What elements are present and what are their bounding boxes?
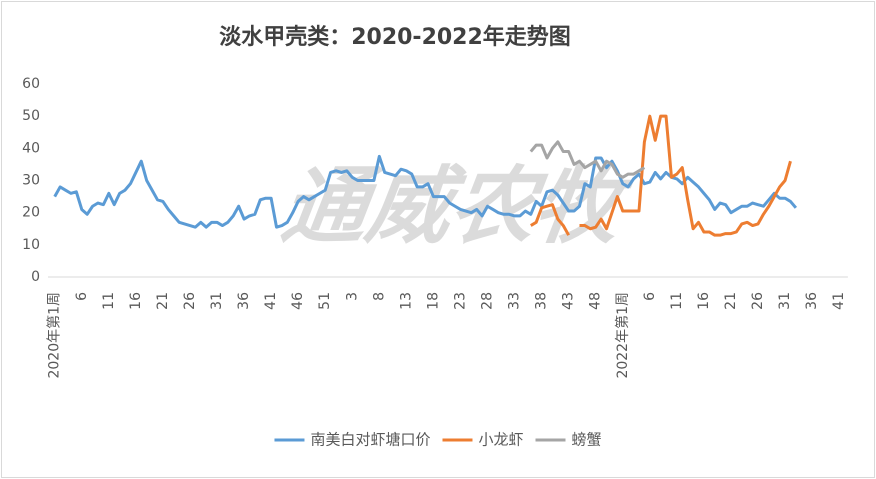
x-tick-label: 46 <box>290 292 306 310</box>
x-tick-label: 16 <box>128 292 144 310</box>
x-tick-label: 31 <box>777 292 793 310</box>
x-tick-label: 41 <box>263 292 279 310</box>
x-tick-label: 18 <box>425 292 441 310</box>
chart-title: 淡水甲壳类：2020-2022年走势图 <box>219 24 571 50</box>
x-tick-label: 21 <box>155 292 171 310</box>
y-tick-label: 60 <box>22 76 40 92</box>
x-tick-label: 28 <box>480 292 496 310</box>
x-tick-label: 2020年第1周 <box>46 292 63 379</box>
x-tick-label: 26 <box>182 292 198 310</box>
x-tick-label: 8 <box>371 292 387 301</box>
y-tick-label: 40 <box>22 140 40 156</box>
x-tick-label: 6 <box>642 292 658 301</box>
x-tick-label: 23 <box>452 292 468 310</box>
x-tick-label: 36 <box>804 292 820 310</box>
y-tick-label: 20 <box>22 205 40 221</box>
x-tick-label: 33 <box>507 292 523 310</box>
x-tick-label: 43 <box>561 292 577 310</box>
y-tick-label: 0 <box>31 269 40 285</box>
legend-label: 螃蟹 <box>572 431 602 449</box>
series-line <box>529 140 646 179</box>
x-tick-label: 26 <box>750 292 766 310</box>
x-tick-label: 11 <box>101 292 117 310</box>
x-tick-label: 31 <box>209 292 225 310</box>
x-tick-label: 38 <box>534 292 550 310</box>
x-tick-label: 11 <box>669 292 685 310</box>
x-tick-label: 3 <box>344 292 360 301</box>
legend-label: 南美白对虾塘口价 <box>310 431 430 449</box>
x-tick-label: 41 <box>831 292 847 310</box>
x-tick-label: 51 <box>317 292 333 310</box>
x-tick-label: 48 <box>588 292 604 310</box>
x-tick-label: 21 <box>723 292 739 310</box>
y-tick-label: 50 <box>22 108 40 124</box>
x-tick-label: 16 <box>696 292 712 310</box>
x-tick-label: 6 <box>74 292 90 301</box>
y-tick-label: 30 <box>22 173 40 189</box>
x-tick-label: 13 <box>398 292 414 310</box>
y-tick-label: 10 <box>22 237 40 253</box>
series-line <box>530 114 792 237</box>
x-tick-label: 2022年第1周 <box>614 292 631 379</box>
legend-label: 小龙虾 <box>478 431 523 449</box>
x-tick-label: 36 <box>236 292 252 310</box>
